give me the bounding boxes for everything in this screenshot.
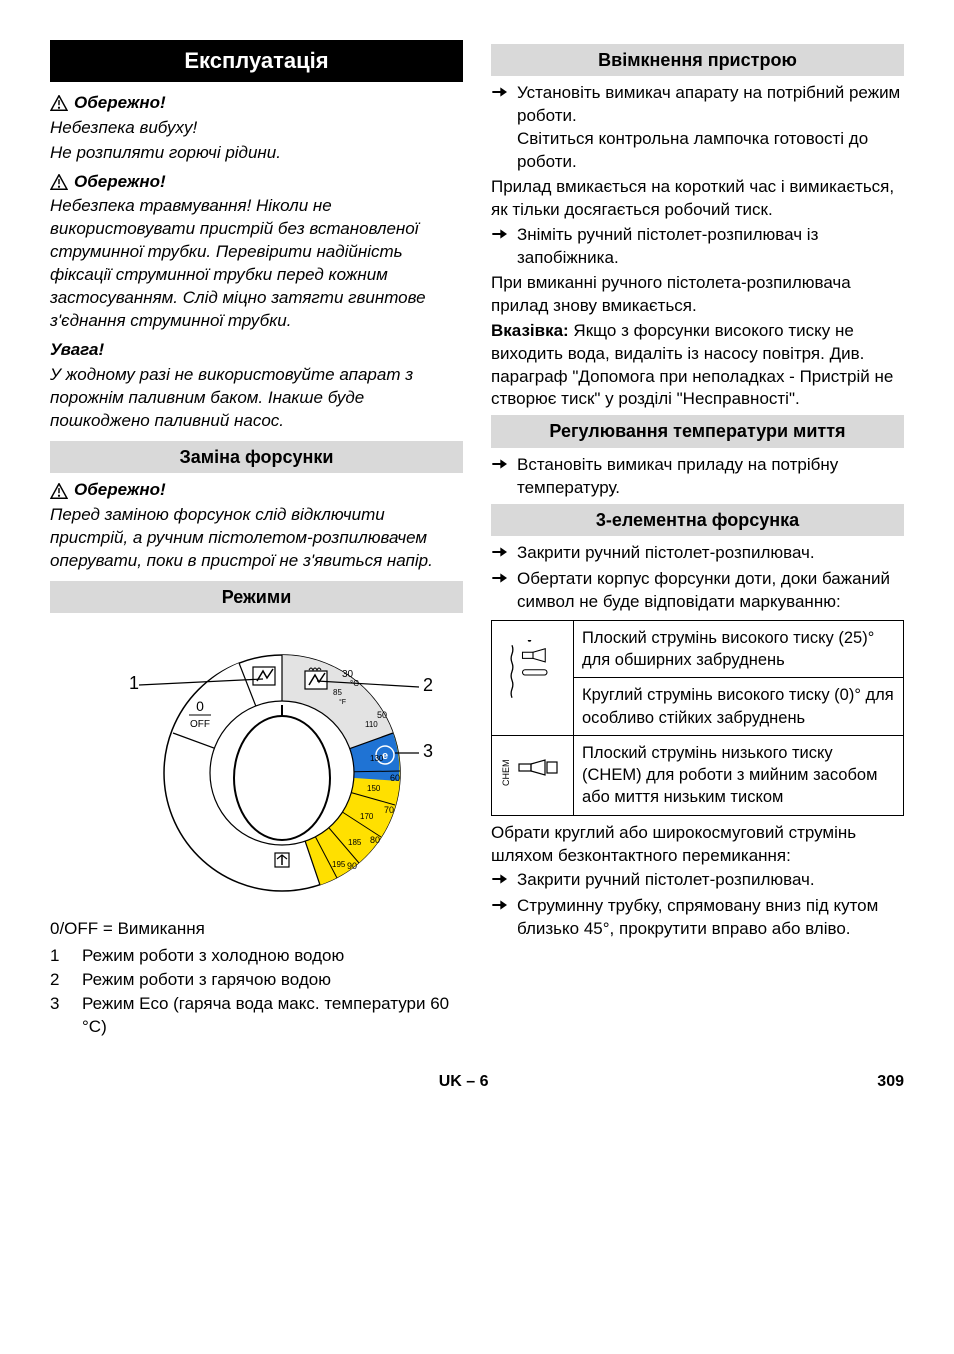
svg-text:3: 3 [423, 741, 433, 761]
nozzle-icon-cell: CHEM [492, 735, 574, 815]
list-num: 2 [50, 969, 66, 992]
paragraph: Прилад вмикається на короткий час і вими… [491, 176, 904, 222]
section-header-main: Експлуатація [50, 40, 463, 82]
warning-label: Обережно! [74, 479, 166, 502]
page-footer: UK – 6 309 [50, 1071, 904, 1093]
nozzle-flat-lp-icon: CHEM [501, 744, 565, 800]
svg-text:50: 50 [377, 710, 387, 720]
list-num: 1 [50, 945, 66, 968]
off-text: Вимикання [118, 919, 205, 938]
mode-dial-figure: 0 OFF 30 °C 85 °F 50 110 e [50, 623, 463, 910]
bullet-text: Зніміть ручний пістолет-розпилювач із за… [517, 224, 904, 270]
nozzle-desc: Плоский струмінь низького тиску (CHEM) д… [574, 735, 904, 815]
subsection-power-on: Ввімкнення пристрою [491, 44, 904, 76]
warning-2-title: Обережно! [50, 171, 463, 194]
svg-text:80: 80 [370, 835, 380, 845]
warning-label: Обережно! [74, 92, 166, 115]
warning-3-text: Перед заміною форсунок слід відключити п… [50, 504, 463, 573]
subsection-3nozzle: 3-елементна форсунка [491, 504, 904, 536]
list-text: Режим Eco (гаряча вода макс. температури… [82, 993, 463, 1039]
bullet-text: Обертати корпус форсунки доти, доки бажа… [517, 568, 904, 614]
svg-text:CHEM: CHEM [501, 760, 511, 787]
list-item: Закрити ручний пістолет-розпилювач. [491, 869, 904, 893]
warning-1-text-b: Не розпиляти горючі рідини. [50, 142, 463, 165]
list-num: 3 [50, 993, 66, 1039]
nozzle-table: Плоский струмінь високого тиску (25)° дл… [491, 620, 904, 816]
list-item: Установіть вимикач апарату на потрібний … [491, 82, 904, 174]
bullet-text: Світиться контрольна лампочка готовості … [517, 129, 868, 171]
arrow-icon [491, 457, 507, 471]
off-line: 0/OFF = Вимикання [50, 918, 463, 941]
list-text: Режим роботи з гарячою водою [82, 969, 331, 992]
warning-icon [50, 174, 68, 190]
paragraph: Обрати круглий або широкосмуговий струмі… [491, 822, 904, 868]
bullet-text: Установіть вимикач апарату на потрібний … [517, 83, 900, 125]
list-item: Обертати корпус форсунки доти, доки бажа… [491, 568, 904, 614]
arrow-icon [491, 85, 507, 99]
subsection-temp: Регулювання температури миття [491, 415, 904, 447]
bullet-text: Закрити ручний пістолет-розпилювач. [517, 542, 815, 566]
svg-text:185: 185 [348, 838, 362, 847]
svg-text:130: 130 [370, 754, 384, 763]
svg-text:0: 0 [196, 698, 204, 714]
svg-text:90: 90 [347, 861, 357, 871]
warning-label: Обережно! [74, 171, 166, 194]
arrow-icon [491, 545, 507, 559]
svg-text:195: 195 [332, 860, 346, 869]
list-item: Струминну трубку, спрямовану вниз під ку… [491, 895, 904, 941]
svg-text:110: 110 [365, 720, 378, 729]
svg-text:150: 150 [367, 784, 381, 793]
warning-3-title: Обережно! [50, 479, 463, 502]
nozzle-desc: Плоский струмінь високого тиску (25)° дл… [574, 620, 904, 678]
bullet-text: Струминну трубку, спрямовану вниз під ку… [517, 895, 904, 941]
bullet-text: Закрити ручний пістолет-розпилювач. [517, 869, 815, 893]
bullet-text: Встановіть вимикач приладу на потрібну т… [517, 454, 904, 500]
svg-text:OFF: OFF [190, 719, 210, 730]
svg-text:2: 2 [423, 675, 433, 695]
caution-title: Увага! [50, 339, 463, 362]
note-paragraph: Вказівка: Якщо з форсунки високого тиску… [491, 320, 904, 412]
svg-text:1: 1 [129, 673, 139, 693]
list-text: Режим роботи з холодною водою [82, 945, 344, 968]
svg-text:85: 85 [333, 688, 342, 697]
subsection-nozzle-change: Заміна форсунки [50, 441, 463, 473]
list-item: Закрити ручний пістолет-розпилювач. [491, 542, 904, 566]
svg-text:°F: °F [339, 698, 346, 706]
warning-icon [50, 483, 68, 499]
nozzle-icon-cell [492, 620, 574, 735]
mode-list: 1 Режим роботи з холодною водою 2 Режим ро… [50, 945, 463, 1039]
footer-center: UK – 6 [439, 1071, 489, 1093]
svg-text:60: 60 [390, 773, 400, 783]
arrow-icon [491, 872, 507, 886]
warning-1-text-a: Небезпека вибуху! [50, 117, 463, 140]
note-label: Вказівка: [491, 321, 569, 340]
arrow-icon [491, 898, 507, 912]
footer-page-number: 309 [877, 1071, 904, 1093]
nozzle-desc: Круглий струмінь високого тиску (0)° для… [574, 678, 904, 736]
nozzle-flat-hp-icon [501, 640, 565, 710]
subsection-modes: Режими [50, 581, 463, 613]
list-item: Встановіть вимикач приладу на потрібну т… [491, 454, 904, 500]
paragraph: При вмиканні ручного пістолета-розпилюва… [491, 272, 904, 318]
arrow-icon [491, 571, 507, 585]
caution-text: У жодному разі не використовуйте апарат … [50, 364, 463, 433]
svg-text:170: 170 [360, 812, 374, 821]
warning-1-title: Обережно! [50, 92, 463, 115]
warning-icon [50, 95, 68, 111]
off-prefix: 0/OFF = [50, 919, 113, 938]
arrow-icon [491, 227, 507, 241]
list-item: Зніміть ручний пістолет-розпилювач із за… [491, 224, 904, 270]
warning-2-text: Небезпека травмування! Ніколи не викорис… [50, 195, 463, 333]
svg-text:70: 70 [384, 805, 394, 815]
